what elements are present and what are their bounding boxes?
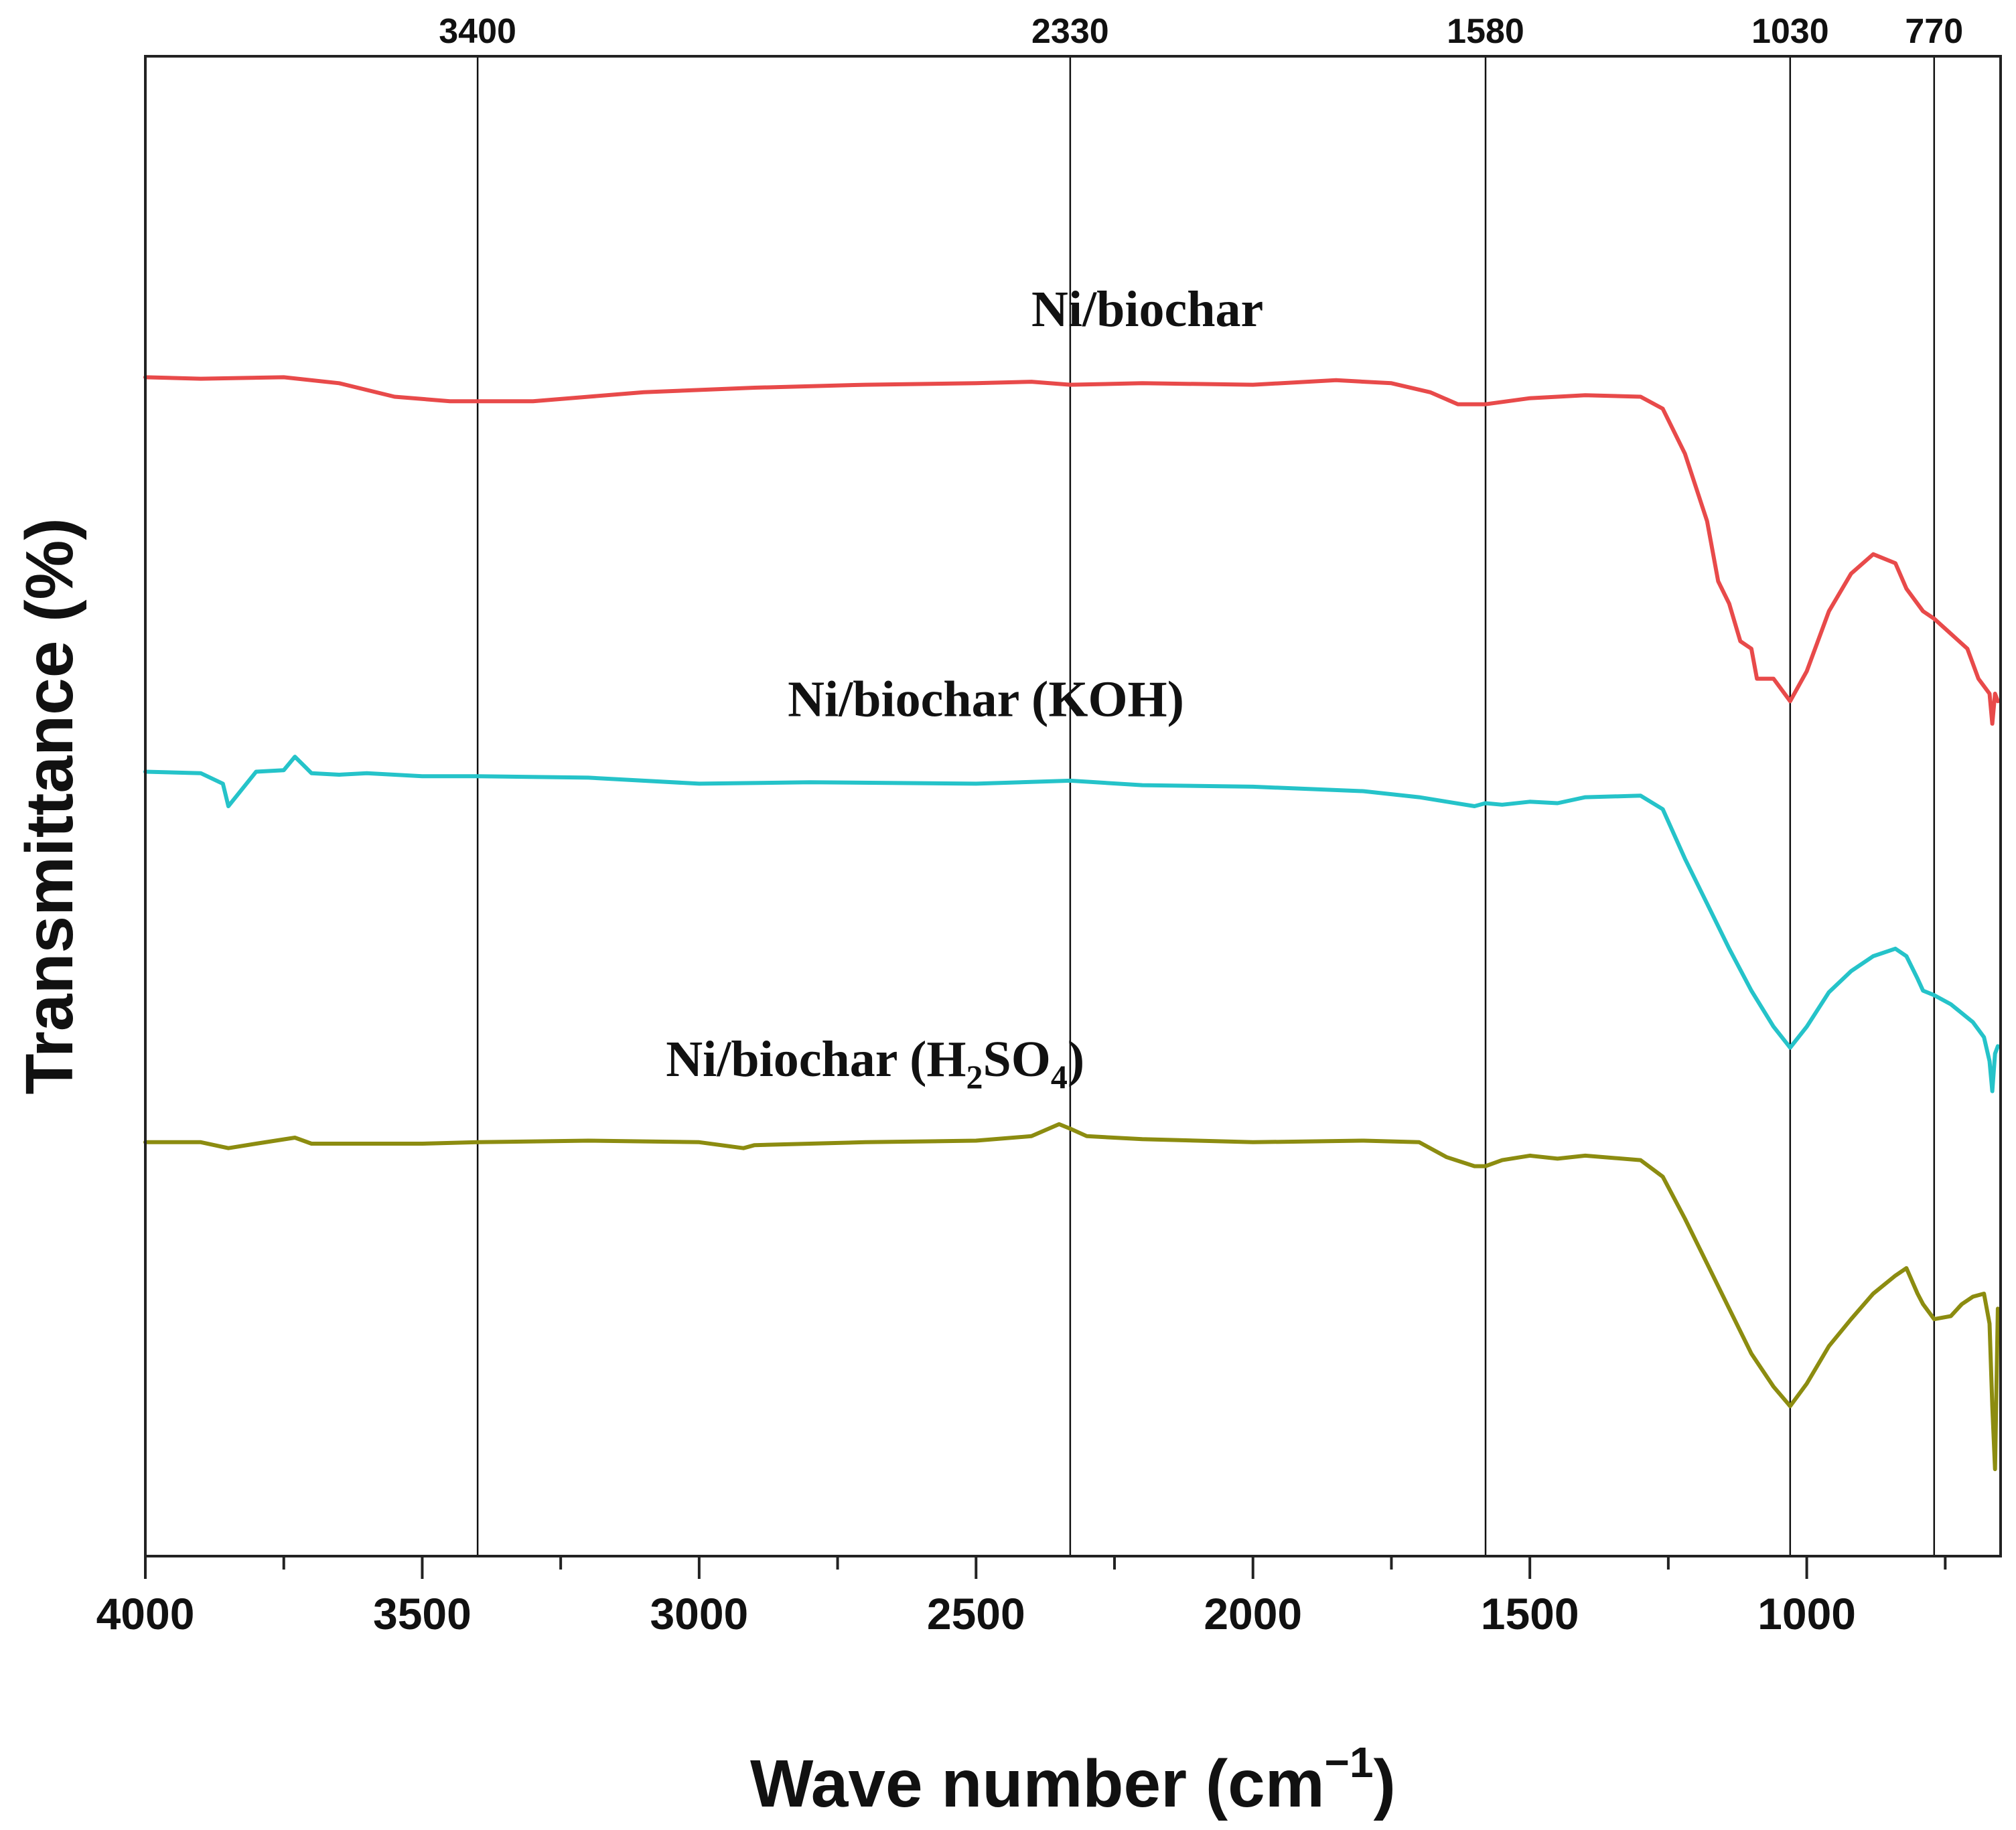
series-label-3-label-mid: SO xyxy=(983,1031,1051,1087)
series-label-3-label-close: ) xyxy=(1068,1031,1084,1087)
x-tick-label-4000: 4000 xyxy=(96,1589,195,1638)
peak-label-1580: 1580 xyxy=(1447,12,1524,51)
series-label-1: Ni/biochar xyxy=(1031,281,1263,337)
series-label-3-label-text: Ni/biochar (H xyxy=(666,1031,966,1087)
series-line-1 xyxy=(143,375,2000,726)
x-tick-label-1000: 1000 xyxy=(1757,1589,1856,1638)
x-axis-ticks xyxy=(144,1556,1947,1579)
peak-label-1030: 1030 xyxy=(1751,12,1829,51)
y-axis-title: Transmittance (%) xyxy=(12,518,87,1094)
peak-labels: 3400 2330 1580 1030 770 xyxy=(439,12,1963,51)
x-tick-label-2500: 2500 xyxy=(927,1589,1025,1638)
peak-reference-lines xyxy=(476,56,1936,1556)
peak-label-2330: 2330 xyxy=(1031,12,1109,51)
x-tick-label-1500: 1500 xyxy=(1481,1589,1579,1638)
peak-label-3400: 3400 xyxy=(439,12,516,51)
x-axis-title-superscript: −1 xyxy=(1325,1738,1374,1786)
series-lines xyxy=(143,375,2000,1472)
x-axis-tick-labels: 4000 3500 3000 2500 2000 1500 1000 xyxy=(96,1589,1856,1638)
plot-frame xyxy=(144,55,2002,1557)
peak-label-770: 770 xyxy=(1905,12,1963,51)
series-label-3-label-sub1: 2 xyxy=(966,1058,983,1095)
series-labels: Ni/biochar Ni/biochar (KOH) Ni/biochar (H2… xyxy=(666,281,1263,1095)
series-label-3: Ni/biochar (H2SO4) xyxy=(666,1031,1084,1095)
series-label-2: Ni/biochar (KOH) xyxy=(788,672,1184,728)
x-tick-label-2000: 2000 xyxy=(1204,1589,1302,1638)
x-axis-title-text: Wave number (cm xyxy=(750,1746,1325,1821)
x-tick-label-3500: 3500 xyxy=(373,1589,472,1638)
series-line-3 xyxy=(143,1122,2000,1472)
x-axis-title: Wave number (cm−1) xyxy=(750,1738,1396,1821)
series-label-3-label-sub2: 4 xyxy=(1051,1058,1068,1095)
x-tick-label-3000: 3000 xyxy=(650,1589,748,1638)
x-axis-title-close: ) xyxy=(1374,1746,1396,1821)
series-line-2 xyxy=(143,755,2000,1093)
